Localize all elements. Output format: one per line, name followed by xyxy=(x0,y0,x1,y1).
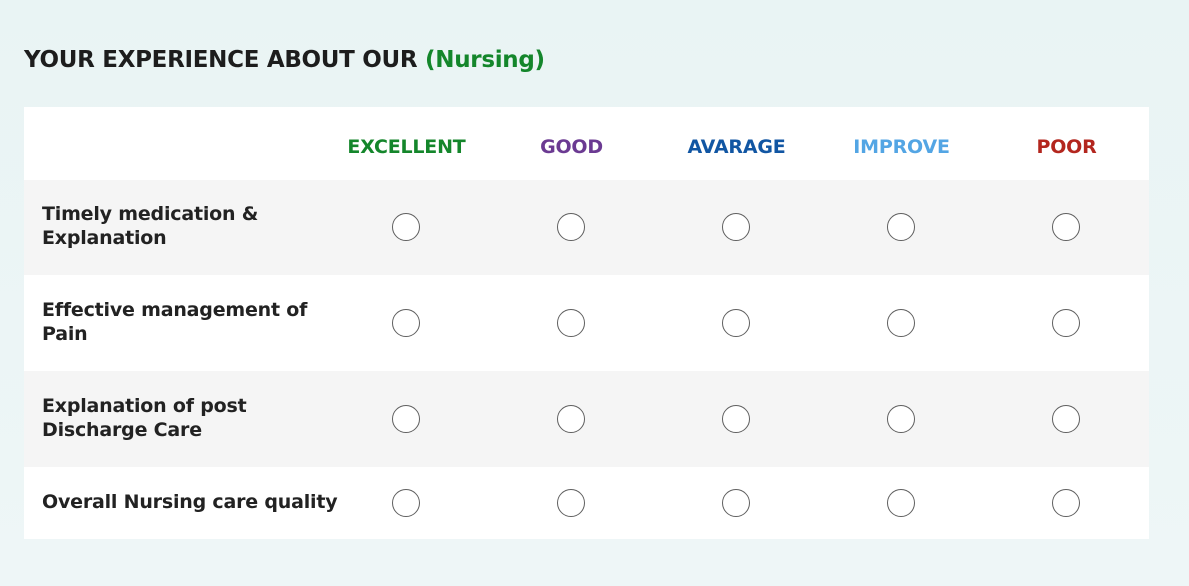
rating-row-timely-medication: Timely medication & Explanation xyxy=(24,180,1149,275)
column-average: AVARAGE xyxy=(687,136,786,158)
radio-pain-management-good[interactable] xyxy=(557,309,585,337)
column-excellent: EXCELLENT xyxy=(347,136,466,158)
row-label: Effective management of Pain xyxy=(42,299,308,345)
radio-overall-quality-good[interactable] xyxy=(557,489,585,517)
rating-row-pain-management: Effective management of Pain xyxy=(24,275,1149,371)
radio-overall-quality-excellent[interactable] xyxy=(392,489,420,517)
radio-discharge-care-improve[interactable] xyxy=(887,405,915,433)
radio-timely-medication-good[interactable] xyxy=(557,213,585,241)
title-highlight: (Nursing) xyxy=(425,47,545,73)
column-good: GOOD xyxy=(540,136,603,158)
row-label: Timely medication & Explanation xyxy=(42,203,259,249)
page-title: YOUR EXPERIENCE ABOUT OUR (Nursing) xyxy=(24,47,545,73)
radio-overall-quality-improve[interactable] xyxy=(887,489,915,517)
radio-timely-medication-excellent[interactable] xyxy=(392,213,420,241)
radio-overall-quality-poor[interactable] xyxy=(1052,489,1080,517)
title-prefix: YOUR EXPERIENCE ABOUT OUR xyxy=(24,47,418,73)
radio-timely-medication-improve[interactable] xyxy=(887,213,915,241)
radio-pain-management-average[interactable] xyxy=(722,309,750,337)
radio-pain-management-excellent[interactable] xyxy=(392,309,420,337)
row-label: Explanation of post Discharge Care xyxy=(42,395,247,441)
radio-discharge-care-average[interactable] xyxy=(722,405,750,433)
radio-discharge-care-poor[interactable] xyxy=(1052,405,1080,433)
column-poor: POOR xyxy=(1036,136,1097,158)
rating-header-row: EXCELLENT GOOD AVARAGE IMPROVE POOR xyxy=(24,107,1149,180)
radio-timely-medication-poor[interactable] xyxy=(1052,213,1080,241)
radio-discharge-care-good[interactable] xyxy=(557,405,585,433)
radio-discharge-care-excellent[interactable] xyxy=(392,405,420,433)
radio-pain-management-improve[interactable] xyxy=(887,309,915,337)
rating-table: EXCELLENT GOOD AVARAGE IMPROVE POOR Time… xyxy=(24,107,1149,539)
rating-row-discharge-care: Explanation of post Discharge Care xyxy=(24,371,1149,467)
rating-row-overall-quality: Overall Nursing care quality xyxy=(24,467,1149,539)
radio-timely-medication-average[interactable] xyxy=(722,213,750,241)
row-label: Overall Nursing care quality xyxy=(42,491,338,513)
radio-overall-quality-average[interactable] xyxy=(722,489,750,517)
radio-pain-management-poor[interactable] xyxy=(1052,309,1080,337)
column-improve: IMPROVE xyxy=(853,136,950,158)
